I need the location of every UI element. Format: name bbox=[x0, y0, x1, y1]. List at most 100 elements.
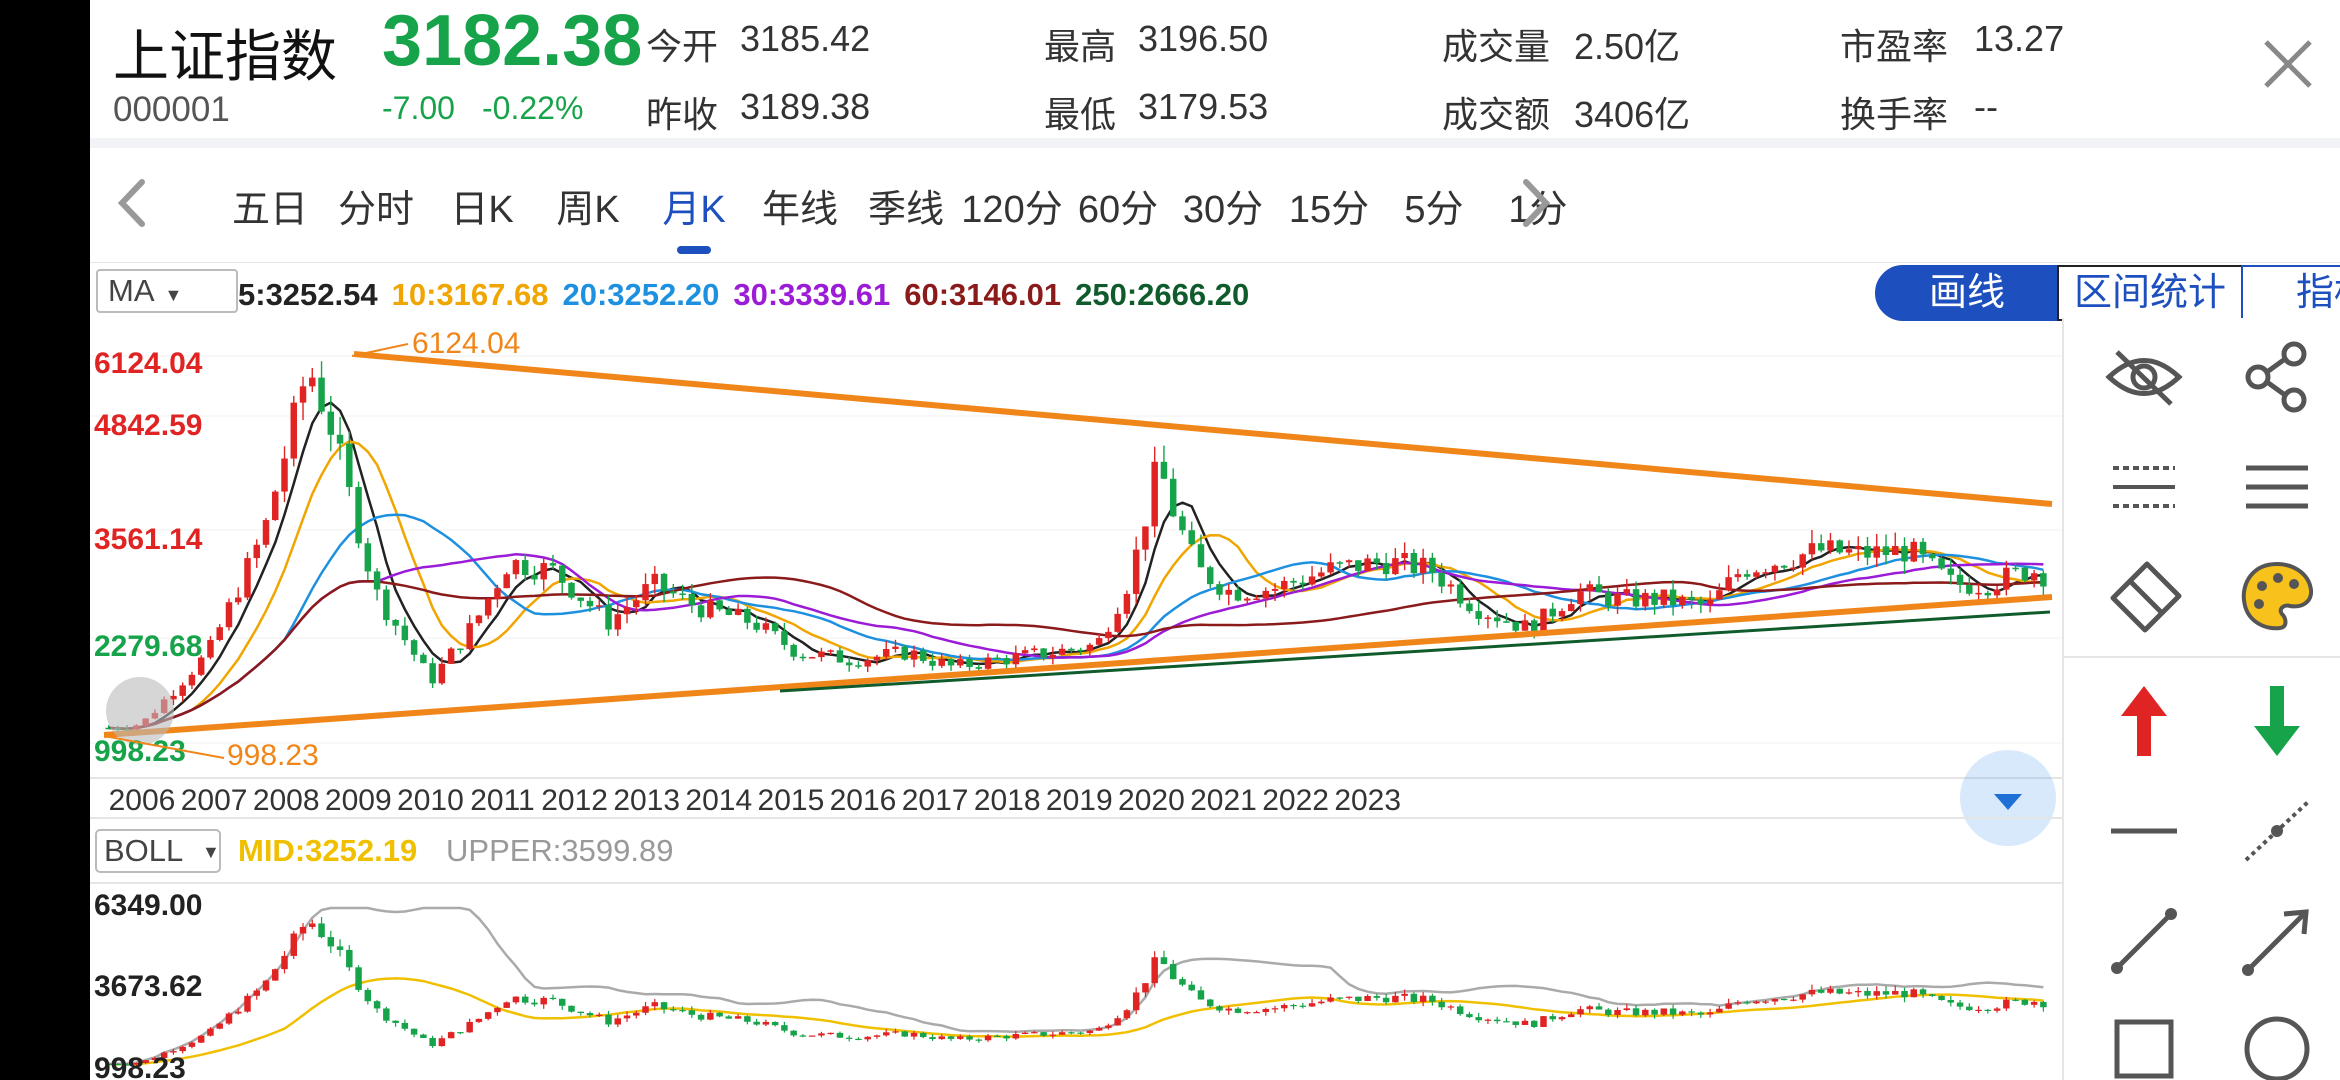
candle bbox=[1262, 590, 1270, 599]
share-icon[interactable] bbox=[2232, 332, 2322, 422]
parallel-lines-icon[interactable] bbox=[2232, 442, 2322, 532]
boll-candle bbox=[1206, 999, 1214, 1007]
boll-candle bbox=[947, 1036, 955, 1039]
boll-candle bbox=[633, 1012, 640, 1016]
candle bbox=[234, 597, 242, 603]
candle bbox=[1669, 589, 1677, 606]
boll-candle bbox=[938, 1036, 946, 1040]
candle bbox=[1429, 557, 1436, 573]
boll-candle bbox=[2012, 999, 2019, 1001]
close-icon[interactable] bbox=[2258, 34, 2318, 94]
palette-icon[interactable] bbox=[2232, 552, 2322, 642]
tab-monthly-k[interactable]: 月K bbox=[662, 189, 726, 231]
boll-candle bbox=[1790, 999, 1797, 1001]
draw-line-button[interactable]: 画线 bbox=[1875, 265, 2059, 321]
upper-trendline[interactable] bbox=[353, 351, 2053, 507]
tab-60min[interactable]: 60分 bbox=[1077, 189, 1159, 231]
boll-candle bbox=[725, 1016, 733, 1019]
boll-candle bbox=[1160, 957, 1168, 965]
line-segment-icon[interactable] bbox=[2099, 896, 2189, 986]
boll-candle bbox=[355, 967, 362, 990]
amount-label: 成交额 bbox=[1442, 94, 1551, 135]
candle bbox=[429, 663, 436, 684]
turnover-value: -- bbox=[1974, 86, 1998, 127]
candle bbox=[1651, 592, 1658, 605]
boll-candle bbox=[623, 1015, 631, 1019]
dotted-line-icon[interactable] bbox=[2232, 786, 2322, 876]
ma-selector[interactable]: MA ▼ bbox=[96, 269, 238, 313]
boll-mid-value: MID:3252.19 bbox=[238, 833, 417, 868]
boll-candle bbox=[1549, 1016, 1556, 1020]
drag-handle-left[interactable] bbox=[106, 677, 174, 745]
boll-candle bbox=[1966, 1006, 1973, 1011]
candle bbox=[1586, 584, 1594, 592]
boll-candle bbox=[1929, 994, 1936, 996]
boll-candle bbox=[1919, 989, 1927, 995]
up-arrow-icon[interactable] bbox=[2099, 676, 2189, 766]
candle bbox=[1253, 598, 1260, 601]
boll-candle bbox=[438, 1038, 446, 1047]
boll-candle bbox=[1142, 983, 1149, 993]
boll-candle bbox=[401, 1022, 409, 1029]
range-stats-button[interactable]: 区间统计 bbox=[2057, 265, 2243, 321]
boll-candle bbox=[651, 1002, 659, 1007]
scroll-down-icon[interactable] bbox=[1994, 794, 2022, 810]
candle bbox=[1642, 592, 1649, 607]
ray-icon[interactable] bbox=[2232, 896, 2322, 986]
x-label: 2017 bbox=[902, 784, 969, 817]
kline-chart-area[interactable]: 6124.04 4842.59 3561.14 2279.68 998.23 6… bbox=[90, 318, 2062, 1080]
price-change-pct: -0.22% bbox=[482, 90, 584, 126]
tabs-prev-icon[interactable] bbox=[98, 168, 168, 238]
candle bbox=[1956, 574, 1964, 585]
tab-120min[interactable]: 120分 bbox=[961, 189, 1063, 231]
tab-5min[interactable]: 5分 bbox=[1404, 189, 1464, 231]
tab-weekly-k[interactable]: 周K bbox=[556, 189, 620, 231]
eraser-icon[interactable] bbox=[2099, 552, 2189, 642]
rectangle-icon[interactable] bbox=[2099, 1004, 2189, 1080]
candle bbox=[688, 593, 696, 606]
boll-candle bbox=[818, 1033, 825, 1036]
tab-daily-k[interactable]: 日K bbox=[450, 189, 514, 231]
boll-candle bbox=[596, 1014, 603, 1016]
boll-candle bbox=[1355, 996, 1362, 1001]
tab-15min[interactable]: 15分 bbox=[1288, 189, 1370, 231]
candle bbox=[910, 650, 918, 660]
pe-value: 13.27 bbox=[1974, 18, 2065, 59]
boll-candle bbox=[1808, 989, 1816, 995]
candle bbox=[744, 608, 751, 623]
boll-candle bbox=[1049, 1034, 1057, 1036]
boll-candle bbox=[1040, 1032, 1047, 1036]
tab-30min[interactable]: 30分 bbox=[1182, 189, 1264, 231]
boll-candle bbox=[1484, 1019, 1492, 1021]
candle bbox=[605, 605, 612, 630]
down-arrow-icon[interactable] bbox=[2232, 676, 2322, 766]
horizontal-line-icon[interactable] bbox=[2099, 786, 2189, 876]
ma250-line bbox=[779, 610, 2051, 693]
candle bbox=[392, 619, 399, 626]
candle bbox=[1392, 558, 1399, 575]
tab-five-day[interactable]: 五日 bbox=[231, 189, 308, 231]
index-name: 上证指数 bbox=[113, 25, 337, 88]
boll-selector[interactable] bbox=[95, 829, 221, 873]
boll-candle bbox=[1132, 992, 1140, 1011]
boll-candle bbox=[1697, 1012, 1705, 1015]
tab-yearly[interactable]: 年线 bbox=[761, 189, 838, 231]
boll-candle bbox=[1716, 1008, 1723, 1013]
candle bbox=[179, 685, 186, 696]
tabs-next-icon[interactable] bbox=[1500, 168, 1570, 238]
circle-icon[interactable] bbox=[2232, 1004, 2322, 1080]
candle bbox=[1151, 461, 1158, 527]
candle bbox=[1568, 604, 1575, 612]
candle bbox=[1605, 592, 1612, 606]
hide-icon[interactable] bbox=[2099, 332, 2189, 422]
tab-quarterly[interactable]: 季线 bbox=[867, 189, 944, 231]
candle bbox=[1003, 658, 1010, 665]
lower-trendline[interactable] bbox=[103, 594, 2053, 738]
indicator-button[interactable]: 指标 bbox=[2241, 265, 2340, 321]
boll-candle bbox=[1762, 1001, 1769, 1003]
dash-lines-icon[interactable] bbox=[2099, 442, 2189, 532]
boll-candle bbox=[1086, 1030, 1094, 1034]
tab-intraday[interactable]: 分时 bbox=[337, 189, 414, 231]
boll-candle bbox=[1530, 1020, 1538, 1027]
candle bbox=[855, 665, 862, 667]
